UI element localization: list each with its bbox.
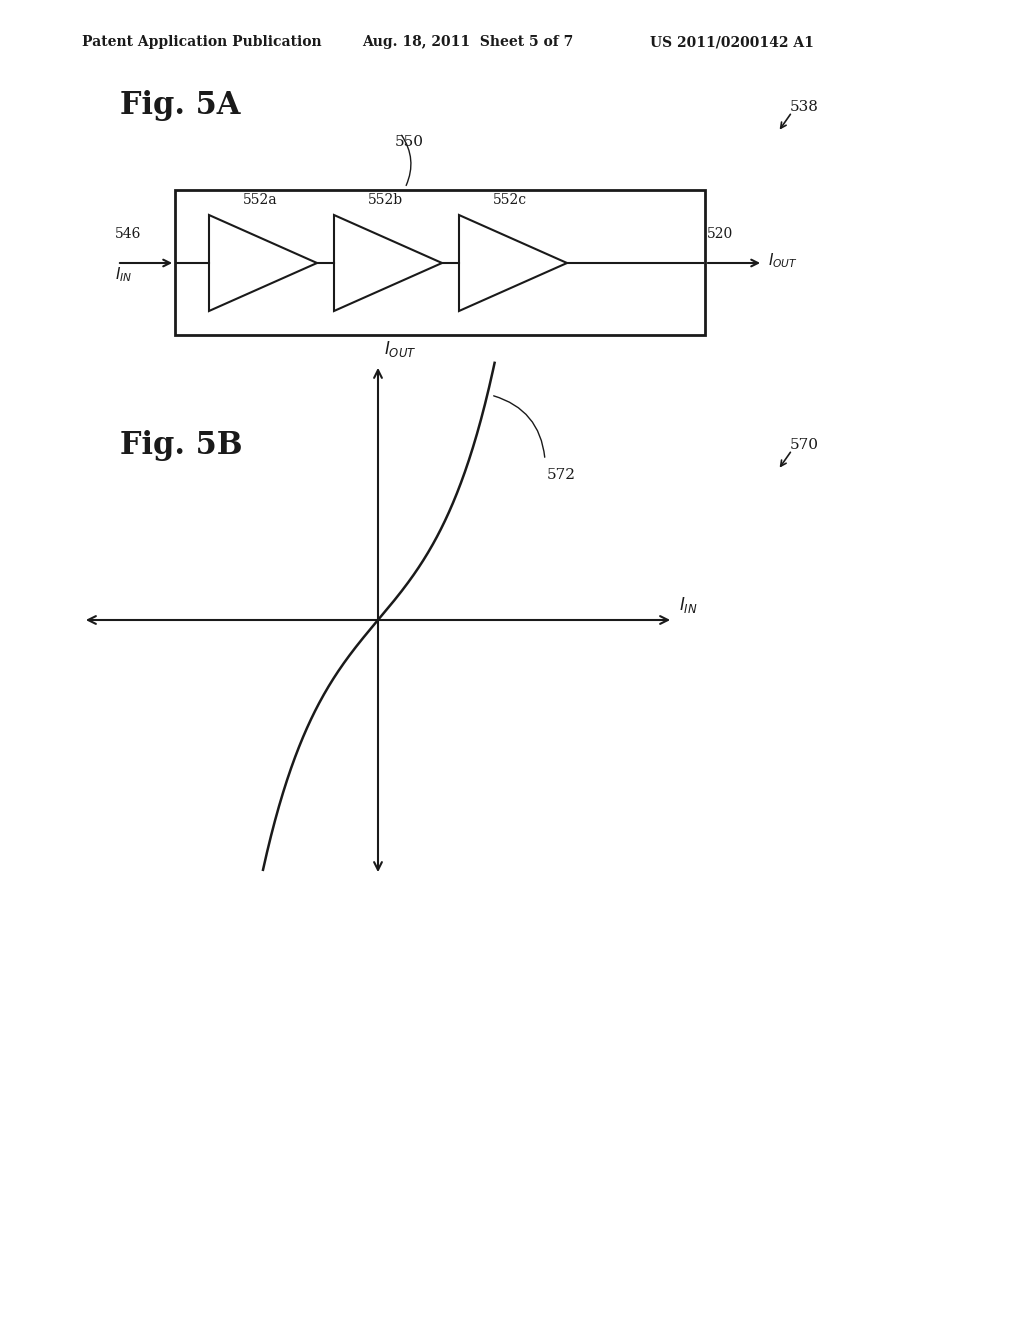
Text: 552b: 552b [368,193,403,207]
Text: $I_{OUT}$: $I_{OUT}$ [768,252,798,271]
Text: Patent Application Publication: Patent Application Publication [82,36,322,49]
Text: 520: 520 [707,227,733,242]
Text: $I_{OUT}$: $I_{OUT}$ [384,339,417,359]
Polygon shape [334,215,442,312]
Text: Fig. 5A: Fig. 5A [120,90,241,121]
Bar [175,190,705,335]
Text: 546: 546 [115,227,141,242]
Text: 552c: 552c [493,193,527,207]
Text: Fig. 5B: Fig. 5B [120,430,243,461]
Text: US 2011/0200142 A1: US 2011/0200142 A1 [650,36,814,49]
Text: 552a: 552a [243,193,278,207]
Text: $I_{IN}$: $I_{IN}$ [679,595,697,615]
Text: 570: 570 [790,438,819,451]
Text: 572: 572 [547,469,575,482]
Polygon shape [459,215,567,312]
Text: 538: 538 [790,100,819,114]
Text: 550: 550 [395,135,424,149]
Text: Aug. 18, 2011  Sheet 5 of 7: Aug. 18, 2011 Sheet 5 of 7 [362,36,573,49]
Polygon shape [209,215,317,312]
Text: $I_{IN}$: $I_{IN}$ [115,265,132,284]
